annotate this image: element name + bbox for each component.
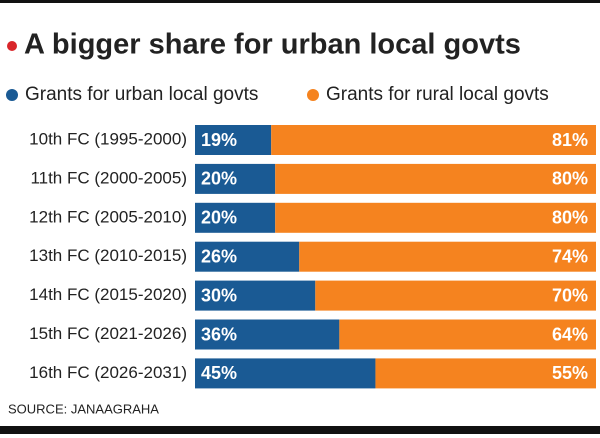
data-label: 64%: [552, 324, 588, 344]
bar-segment: [275, 163, 596, 194]
category-label: 15th FC (2021-2026): [29, 324, 187, 343]
data-label: 80%: [552, 169, 588, 189]
title-dot: [7, 41, 17, 51]
data-label: 45%: [201, 363, 237, 383]
legend-label: Grants for rural local govts: [326, 84, 549, 105]
bar-segment: [195, 280, 316, 311]
data-label: 30%: [201, 285, 237, 305]
bottom-rule: [0, 426, 600, 434]
bar-segment: [195, 241, 300, 272]
chart-title: A bigger share for urban local govts: [24, 29, 521, 61]
source: SOURCE: JANAAGRAHA: [8, 401, 159, 416]
bar-segment: [195, 358, 376, 389]
category-label: 12th FC (2005-2010): [29, 207, 187, 226]
bar-segment: [315, 280, 596, 311]
data-label: 70%: [552, 285, 588, 305]
legend-swatch: [6, 89, 18, 101]
category-label: 11th FC (2000-2005): [30, 168, 187, 187]
category-label: 14th FC (2015-2020): [29, 285, 187, 304]
category-label: 16th FC (2026-2031): [29, 363, 187, 382]
legend-swatch: [307, 89, 319, 101]
bar-segment: [195, 202, 276, 233]
data-label: 20%: [201, 169, 237, 189]
data-label: 55%: [552, 363, 588, 383]
bar-segment: [271, 125, 596, 155]
bar-segment: [195, 319, 340, 350]
bar-segment: [195, 125, 272, 155]
bar-segment: [375, 358, 596, 389]
bar-segment: [195, 163, 276, 194]
data-label: 26%: [201, 246, 237, 266]
data-label: 81%: [552, 130, 588, 150]
data-label: 80%: [552, 208, 588, 228]
bar-segment: [299, 241, 596, 272]
top-rule: [0, 0, 600, 3]
legend-label: Grants for urban local govts: [25, 84, 258, 105]
category-label: 13th FC (2010-2015): [29, 246, 187, 265]
bar-segment: [339, 319, 596, 350]
data-label: 19%: [201, 130, 237, 150]
category-label: 10th FC (1995-2000): [29, 129, 187, 148]
data-label: 20%: [201, 208, 237, 228]
bar-segment: [275, 202, 596, 233]
data-label: 74%: [552, 246, 588, 266]
data-label: 36%: [201, 324, 237, 344]
